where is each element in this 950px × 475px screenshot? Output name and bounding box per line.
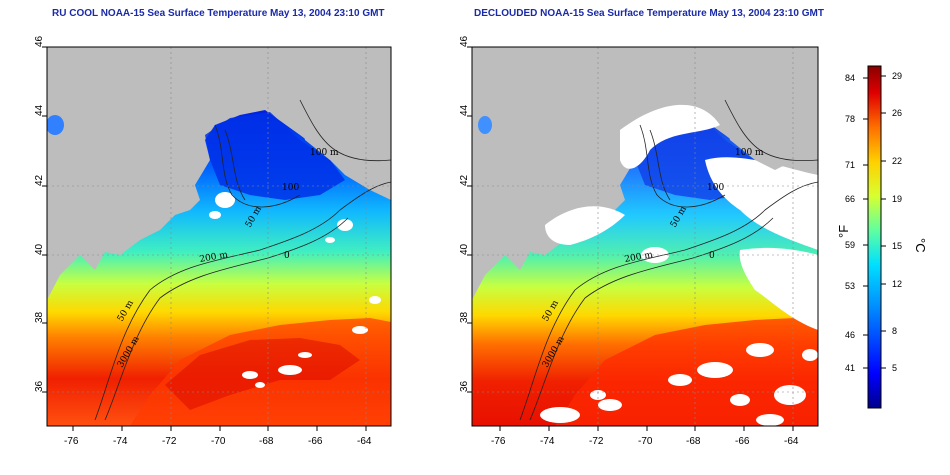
map-panel-left: 100 m 100 50 m 200 m 50 m 3000 m 0 -76 -… [34, 35, 392, 447]
contour-label: 100 m [735, 148, 764, 158]
fahrenheit-tick: 84 [845, 73, 855, 83]
lon-tick-label: -74 [113, 436, 128, 447]
map-panel-right: 100 m 100 50 m 200 m 50 m 3000 m 0 -76 -… [459, 35, 819, 447]
celsius-tick: 26 [892, 108, 902, 118]
lat-tick-label: 38 [459, 311, 470, 323]
lat-tick-label: 42 [459, 174, 470, 186]
contour-label: 200 m [199, 250, 229, 265]
contour-label: 100 [282, 183, 299, 193]
contour-label: 0 [709, 251, 715, 261]
celsius-tick: 8 [892, 326, 897, 336]
lat-tick-label: 44 [459, 104, 470, 116]
lat-tick-label: 36 [34, 380, 45, 392]
lat-tick-label: 44 [34, 104, 45, 116]
cold-water-patch [205, 112, 345, 200]
lon-tick-label: -64 [357, 436, 372, 447]
lat-tick-label: 46 [34, 35, 45, 47]
isobath-contours [519, 99, 818, 421]
lon-tick-label: -68 [259, 436, 274, 447]
axis-ticks-right [467, 46, 794, 431]
lat-tick-label: 40 [459, 243, 470, 255]
lat-tick-label: 46 [459, 35, 470, 47]
map-frame [46, 46, 392, 427]
contour-label: 100 m [310, 148, 339, 158]
lon-tick-label: -76 [491, 436, 506, 447]
colorbar-gradient [867, 65, 882, 409]
warm-lake-patch [47, 115, 64, 135]
fahrenheit-tick: 46 [845, 330, 855, 340]
fahrenheit-unit-label: °F [836, 225, 851, 238]
fahrenheit-tick: 41 [845, 363, 855, 373]
warm-lake-patch [478, 116, 492, 134]
celsius-tick: 19 [892, 194, 902, 204]
contour-label: 100 [707, 183, 724, 193]
lat-lon-grid [472, 47, 818, 426]
lon-tick-label: -66 [735, 436, 750, 447]
celsius-tick: 12 [892, 279, 902, 289]
fahrenheit-tick: 53 [845, 281, 855, 291]
celsius-tick: 5 [892, 363, 897, 373]
lon-tick-label: -72 [589, 436, 604, 447]
contour-label: 0 [284, 251, 290, 261]
axis-ticks-left [42, 46, 367, 431]
cloud-specks [209, 192, 381, 388]
land-nova-scotia [295, 60, 391, 170]
lat-tick-label: 40 [34, 243, 45, 255]
celsius-tick: 22 [892, 156, 902, 166]
fahrenheit-tick: 71 [845, 160, 855, 170]
temperature-colorbar: 84 78 71 66 59 53 46 41 29 26 22 19 15 1… [836, 65, 928, 409]
lat-lon-grid [47, 47, 391, 426]
cloud-removed-areas [540, 104, 818, 426]
fahrenheit-tick: 59 [845, 240, 855, 250]
lon-tick-label: -68 [686, 436, 701, 447]
gulf-stream-warm-patch [130, 318, 391, 426]
fahrenheit-tick: 66 [845, 194, 855, 204]
contour-label: 200 m [624, 250, 654, 265]
lat-tick-label: 38 [34, 311, 45, 323]
celsius-tick: 15 [892, 241, 902, 251]
lon-tick-label: -64 [784, 436, 799, 447]
panel-title-left: RU COOL NOAA-15 Sea Surface Temperature … [52, 8, 385, 19]
land-nova-scotia [720, 60, 818, 170]
lon-tick-label: -72 [162, 436, 177, 447]
lon-tick-label: -70 [211, 436, 226, 447]
lon-tick-label: -66 [308, 436, 323, 447]
isobath-contours [94, 99, 391, 421]
lon-tick-label: -76 [64, 436, 79, 447]
map-frame [471, 46, 819, 427]
lon-tick-label: -70 [638, 436, 653, 447]
celsius-tick: 29 [892, 71, 902, 81]
colorbar-ticks [863, 75, 886, 369]
fahrenheit-tick: 78 [845, 114, 855, 124]
panel-title-right: DECLOUDED NOAA-15 Sea Surface Temperatur… [474, 8, 824, 19]
lat-tick-label: 36 [459, 380, 470, 392]
celsius-unit-label: °C [913, 238, 928, 253]
lon-tick-label: -74 [540, 436, 555, 447]
lat-tick-label: 42 [34, 174, 45, 186]
